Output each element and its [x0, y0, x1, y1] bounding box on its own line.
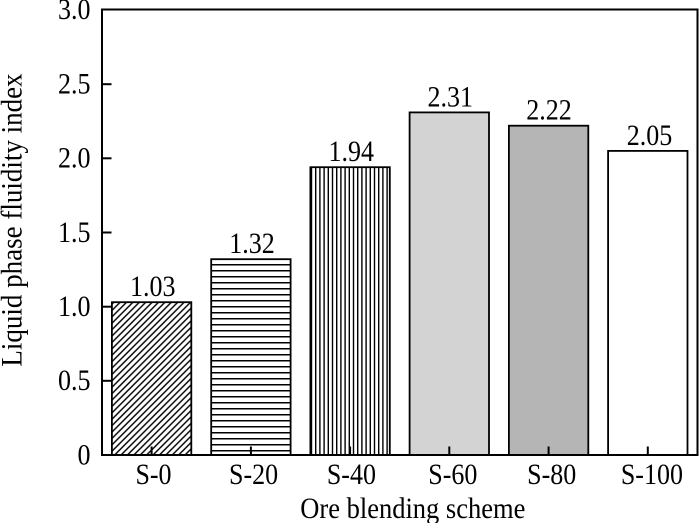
- svg-text:2.31: 2.31: [428, 80, 473, 113]
- svg-text:0: 0: [78, 438, 91, 471]
- svg-text:2.5: 2.5: [58, 67, 90, 100]
- svg-text:2.05: 2.05: [627, 119, 672, 152]
- svg-text:2.0: 2.0: [58, 141, 90, 174]
- svg-text:1.5: 1.5: [58, 215, 90, 248]
- svg-text:S-40: S-40: [327, 458, 376, 491]
- svg-text:3.0: 3.0: [58, 0, 90, 26]
- svg-text:1.94: 1.94: [328, 135, 374, 168]
- svg-text:2.22: 2.22: [526, 93, 571, 126]
- svg-text:Liquid phase fluidity index: Liquid phase fluidity index: [0, 73, 29, 366]
- svg-text:S-60: S-60: [428, 458, 477, 491]
- svg-text:S-80: S-80: [527, 458, 576, 491]
- svg-text:S-100: S-100: [621, 458, 683, 491]
- svg-text:S-0: S-0: [135, 458, 171, 491]
- svg-text:1.03: 1.03: [130, 270, 175, 303]
- svg-text:1.32: 1.32: [229, 227, 274, 260]
- svg-text:1.0: 1.0: [58, 290, 90, 323]
- svg-text:S-20: S-20: [229, 458, 278, 491]
- svg-text:Ore blending scheme: Ore blending scheme: [300, 493, 525, 523]
- svg-text:0.5: 0.5: [58, 364, 90, 397]
